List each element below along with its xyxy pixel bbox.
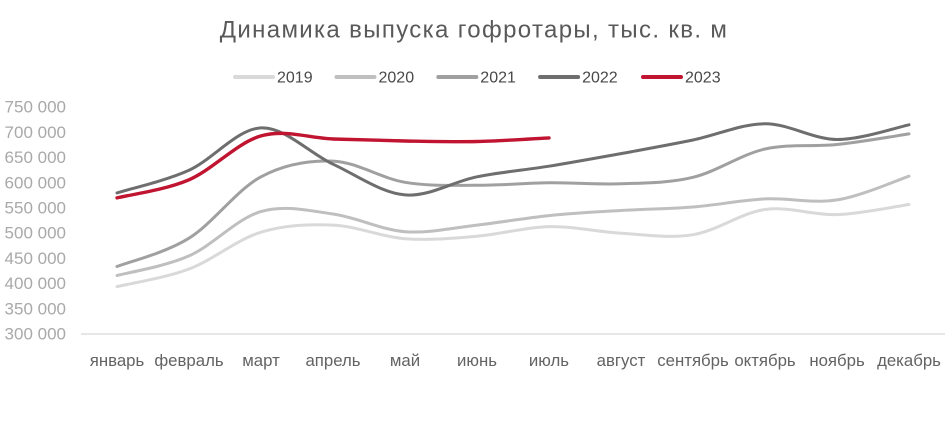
svg-text:Динамика выпуска гофротары, ты: Динамика выпуска гофротары, тыс. кв. м bbox=[220, 17, 728, 44]
svg-text:450 000: 450 000 bbox=[5, 249, 66, 268]
svg-text:октябрь: октябрь bbox=[734, 351, 796, 370]
svg-text:650 000: 650 000 bbox=[5, 148, 66, 167]
svg-text:2021: 2021 bbox=[480, 70, 516, 87]
svg-text:500 000: 500 000 bbox=[5, 224, 66, 243]
svg-text:2019: 2019 bbox=[277, 70, 313, 87]
svg-text:300 000: 300 000 bbox=[5, 325, 66, 344]
svg-text:2020: 2020 bbox=[379, 70, 415, 87]
svg-text:май: май bbox=[390, 351, 420, 370]
svg-text:350 000: 350 000 bbox=[5, 299, 66, 318]
svg-text:2023: 2023 bbox=[685, 70, 721, 87]
svg-text:сентябрь: сентябрь bbox=[657, 351, 729, 370]
svg-text:750 000: 750 000 bbox=[5, 98, 66, 117]
svg-text:апрель: апрель bbox=[305, 351, 360, 370]
svg-text:400 000: 400 000 bbox=[5, 274, 66, 293]
svg-text:март: март bbox=[242, 351, 280, 370]
svg-text:июль: июль bbox=[529, 351, 569, 370]
svg-text:550 000: 550 000 bbox=[5, 199, 66, 218]
svg-text:август: август bbox=[597, 351, 646, 370]
svg-text:январь: январь bbox=[90, 351, 145, 370]
svg-text:ноябрь: ноябрь bbox=[809, 351, 865, 370]
svg-text:2022: 2022 bbox=[582, 70, 618, 87]
svg-text:февраль: февраль bbox=[154, 351, 224, 370]
svg-text:июнь: июнь bbox=[457, 351, 497, 370]
svg-text:декабрь: декабрь bbox=[877, 351, 941, 370]
svg-text:600 000: 600 000 bbox=[5, 173, 66, 192]
svg-text:700 000: 700 000 bbox=[5, 123, 66, 142]
